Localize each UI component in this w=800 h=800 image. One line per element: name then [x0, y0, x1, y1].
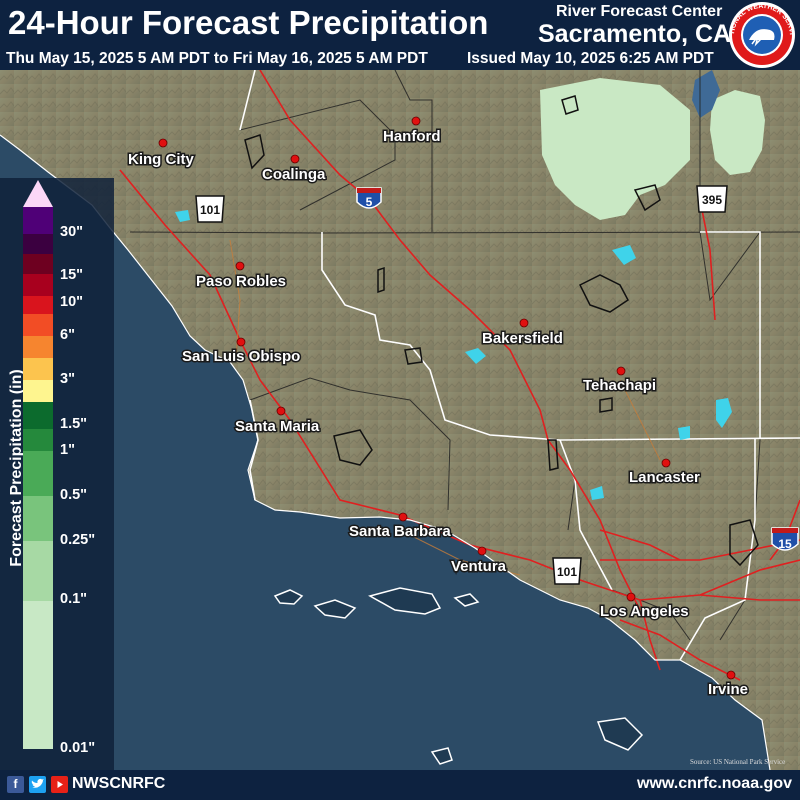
rfc-name: River Forecast Center: [556, 3, 723, 20]
interstate-5-shield: 5: [356, 187, 382, 209]
city-king-city: King City: [127, 138, 196, 170]
city-santa-maria: Santa Maria: [234, 406, 321, 437]
header-bar: 24-Hour Forecast Precipitation Thu May 1…: [0, 0, 800, 70]
legend-swatch: [23, 358, 53, 380]
coastline: [0, 134, 771, 770]
city-paso-robles: Paso Robles: [195, 261, 288, 292]
legend-tick: 0.5": [60, 487, 88, 503]
tulare-lake: [540, 78, 690, 220]
legend-tick: 15": [60, 267, 84, 283]
svg-text:Ventura: Ventura: [451, 558, 507, 575]
svg-text:5: 5: [366, 195, 373, 209]
us-101-shield-north: 101: [195, 195, 225, 223]
svg-text:Santa Barbara: Santa Barbara: [349, 523, 451, 540]
reservoirs: [175, 210, 732, 500]
precipitation-map: King City Coalinga Hanford Paso Robles S…: [0, 70, 800, 770]
city-coalinga: Coalinga: [261, 154, 327, 185]
legend-tick: 3": [60, 371, 75, 387]
svg-text:San Luis Obispo: San Luis Obispo: [182, 348, 300, 365]
legend-tick: 6": [60, 327, 75, 343]
legend-tick: 10": [60, 294, 84, 310]
forecast-period: Thu May 15, 2025 5 AM PDT to Fri May 16,…: [6, 50, 428, 67]
svg-text:Lancaster: Lancaster: [629, 469, 700, 486]
legend-swatch: [23, 496, 53, 541]
legend-tick: 1": [60, 442, 75, 458]
legend-tick: 1.5": [60, 416, 88, 432]
land-area: [0, 70, 800, 770]
legend-max-arrow: [23, 180, 53, 207]
website-link[interactable]: www.cnrfc.noaa.gov: [637, 775, 792, 792]
rfc-location: Sacramento, CA: [538, 20, 732, 48]
svg-text:King City: King City: [128, 151, 194, 168]
map-source-credit: Source: US National Park Service: [690, 758, 785, 766]
city-santa-barbara: Santa Barbara: [348, 512, 453, 542]
legend-color-scale: [23, 180, 53, 749]
legend-swatch: [23, 429, 53, 451]
youtube-icon[interactable]: [51, 776, 68, 793]
svg-text:Irvine: Irvine: [708, 681, 748, 698]
legend-swatch: [23, 234, 53, 254]
social-handle[interactable]: NWSCNRFC: [72, 775, 166, 792]
twitter-icon[interactable]: [29, 776, 46, 793]
city-bakersfield: Bakersfield: [481, 318, 564, 349]
facebook-icon[interactable]: f: [7, 776, 24, 793]
city-san-luis-obispo: San Luis Obispo: [181, 337, 302, 367]
lake-east: [710, 90, 765, 175]
city-tehachapi: Tehachapi: [582, 366, 658, 396]
sub-header-bar: Thu May 15, 2025 5 AM PDT to Fri May 16,…: [0, 47, 720, 70]
boundaries-white: [239, 70, 800, 661]
nws-logo-icon: NATIONAL WEATHER SERVICE: [724, 0, 795, 68]
svg-text:Los Angeles: Los Angeles: [600, 603, 689, 620]
svg-text:101: 101: [200, 203, 220, 217]
legend-swatch: [23, 274, 53, 296]
legend-swatch: [23, 402, 53, 429]
legend-tick: 30": [60, 224, 84, 240]
svg-text:15: 15: [778, 537, 792, 551]
city-hanford: Hanford: [382, 116, 442, 147]
precipitation-legend: Forecast Precipitation (in) 30" 15" 10" …: [0, 178, 114, 770]
city-los-angeles: Los Angeles: [599, 592, 690, 622]
legend-swatch: [23, 314, 53, 336]
us-395-shield: 395: [696, 185, 728, 213]
interstate-15-shield: 15: [771, 527, 799, 551]
legend-tick: 0.1": [60, 591, 88, 607]
city-ventura: Ventura: [450, 546, 508, 577]
legend-swatch: [23, 336, 53, 358]
svg-text:Santa Maria: Santa Maria: [235, 418, 320, 435]
channel-islands: [273, 587, 644, 765]
city-irvine: Irvine: [707, 670, 750, 700]
legend-swatch: [23, 451, 53, 496]
legend-swatch: [23, 207, 53, 234]
legend-tick: 0.01": [60, 740, 96, 756]
lake-dark: [692, 70, 720, 118]
svg-text:395: 395: [702, 193, 722, 207]
us-101-shield-south: 101: [552, 557, 582, 585]
svg-text:Paso Robles: Paso Robles: [196, 273, 286, 290]
burn-scar-outlines: [244, 95, 759, 567]
page-title: 24-Hour Forecast Precipitation: [8, 4, 489, 41]
svg-text:Coalinga: Coalinga: [262, 166, 326, 183]
legend-swatch: [23, 541, 53, 601]
legend-swatch: [23, 296, 53, 314]
legend-tick: 0.25": [60, 532, 96, 548]
svg-text:101: 101: [557, 565, 577, 579]
svg-text:Hanford: Hanford: [383, 128, 441, 145]
city-lancaster: Lancaster: [628, 458, 702, 488]
svg-text:Bakersfield: Bakersfield: [482, 330, 563, 347]
legend-swatch: [23, 601, 53, 749]
footer-bar: f NWSCNRFC www.cnrfc.noaa.gov: [0, 770, 800, 800]
svg-text:Tehachapi: Tehachapi: [583, 377, 656, 394]
legend-swatch: [23, 380, 53, 402]
legend-swatch: [23, 254, 53, 274]
city-markers: King City Coalinga Hanford Paso Robles S…: [127, 116, 750, 700]
issued-timestamp: Issued May 10, 2025 6:25 AM PDT: [467, 50, 714, 67]
